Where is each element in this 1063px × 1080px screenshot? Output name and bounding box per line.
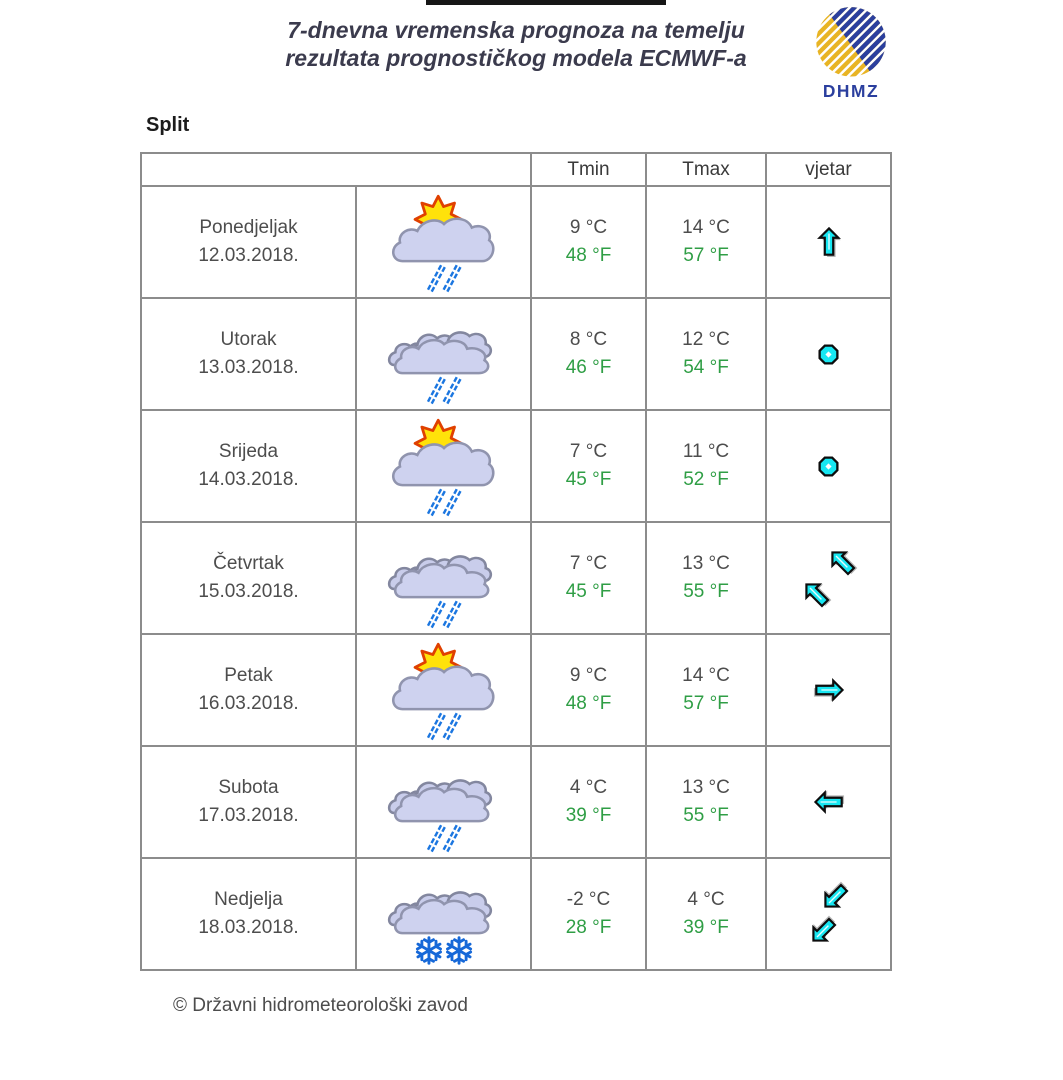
- dhmz-logo-text: DHMZ: [823, 81, 879, 100]
- header-cell-wind: vjetar: [765, 152, 892, 187]
- day-date: 17.03.2018.: [198, 805, 299, 826]
- tmin-celsius: 7 °C: [569, 441, 608, 462]
- wind-calm-icon: [818, 343, 839, 365]
- tmax-celsius: 14 °C: [682, 217, 730, 238]
- day-name: Četvrtak: [213, 553, 284, 574]
- wind-arrow-west-icon: [813, 789, 845, 813]
- page-title-line1: 7-dnevna vremenska prognoza na temelju: [287, 17, 745, 43]
- tmin-fahrenheit: 28 °F: [565, 917, 612, 938]
- table-row-friday: Petak 16.03.2018. 9 °C 48 °F 14 °C 57 °F: [140, 633, 892, 747]
- header-cell-tmin: Tmin: [530, 152, 647, 187]
- tmax-fahrenheit: 39 °F: [683, 917, 729, 938]
- tmax-celsius: 14 °C: [682, 665, 730, 686]
- header-row: Tmin Tmax vjetar: [140, 152, 892, 187]
- tmax-celsius: 12 °C: [682, 329, 730, 350]
- forecast-table: Tmin Tmax vjetar Ponedjeljak 12.03.2018.…: [140, 152, 892, 971]
- tmax-celsius: 13 °C: [682, 553, 730, 574]
- tmin-celsius: 9 °C: [569, 665, 608, 686]
- wind-arrow-north-icon: [818, 227, 842, 259]
- tmin-fahrenheit: 48 °F: [565, 245, 612, 266]
- tmax-fahrenheit: 52 °F: [683, 469, 729, 490]
- day-date: 18.03.2018.: [198, 917, 299, 938]
- tmax-fahrenheit: 55 °F: [683, 581, 729, 602]
- clouds-rain-icon: [386, 523, 502, 633]
- day-date: 15.03.2018.: [198, 581, 299, 602]
- header-cell-tmax: Tmax: [645, 152, 767, 187]
- sun-cloud-rain-icon: [391, 194, 495, 294]
- sun-cloud-rain-icon: [391, 418, 495, 518]
- dhmz-logo: DHMZ: [806, 4, 896, 101]
- clouds-rain-icon: [386, 299, 502, 409]
- day-date: 16.03.2018.: [198, 693, 299, 714]
- day-date: 12.03.2018.: [198, 245, 299, 266]
- tmax-celsius: 13 °C: [682, 777, 730, 798]
- clouds-rain-icon: [386, 747, 502, 857]
- tmin-fahrenheit: 39 °F: [565, 805, 612, 826]
- wind-arrow-northwest-icon: [798, 575, 836, 613]
- table-row-thursday: Četvrtak 15.03.2018. 7 °C 45 °F 13 °C 55 °…: [140, 521, 892, 635]
- day-name: Subota: [218, 777, 279, 798]
- table-row-monday: Ponedjeljak 12.03.2018. 9 °C 48 °F 14 °C 5…: [140, 185, 892, 299]
- day-name: Utorak: [220, 329, 277, 350]
- sun-cloud-rain-icon: [391, 642, 495, 742]
- day-date: 13.03.2018.: [198, 357, 299, 378]
- tmax-fahrenheit: 55 °F: [683, 805, 729, 826]
- cropped-browser-strip: [426, 0, 666, 5]
- day-date: 14.03.2018.: [198, 469, 299, 490]
- clouds-snow-icon: [386, 859, 502, 969]
- tmin-celsius: -2 °C: [566, 889, 611, 910]
- tmax-fahrenheit: 57 °F: [683, 245, 729, 266]
- table-row-wednesday: Srijeda 14.03.2018. 7 °C 45 °F 11 °C 52 °F: [140, 409, 892, 523]
- location-name: Split: [146, 114, 190, 136]
- tmin-fahrenheit: 46 °F: [565, 357, 612, 378]
- wind-arrow-east-icon: [812, 679, 844, 703]
- page-title-line2: rezultata prognostičkog modela ECMWF-a: [285, 45, 747, 71]
- table-row-tuesday: Utorak 13.03.2018. 8 °C 46 °F 12 °C 54 °F: [140, 297, 892, 411]
- day-name: Ponedjeljak: [199, 217, 298, 238]
- tmin-celsius: 4 °C: [569, 777, 608, 798]
- tmin-fahrenheit: 48 °F: [565, 693, 612, 714]
- tmax-celsius: 4 °C: [687, 889, 725, 910]
- tmin-fahrenheit: 45 °F: [565, 581, 612, 602]
- day-name: Petak: [224, 665, 273, 686]
- tmax-fahrenheit: 54 °F: [683, 357, 729, 378]
- tmin-celsius: 7 °C: [569, 553, 608, 574]
- table-row-saturday: Subota 17.03.2018. 4 °C 39 °F 13 °C 55 °F: [140, 745, 892, 859]
- wind-arrow-southwest-icon: [803, 910, 841, 949]
- tmin-celsius: 8 °C: [569, 329, 608, 350]
- day-name: Nedjelja: [214, 889, 283, 910]
- tmin-fahrenheit: 45 °F: [565, 469, 612, 490]
- day-name: Srijeda: [218, 441, 279, 462]
- table-row-sunday: Nedjelja 18.03.2018. -2 °C 28 °F 4 °C 39 °…: [140, 857, 892, 971]
- tmin-celsius: 9 °C: [569, 217, 608, 238]
- copyright-text: © Državni hidrometeorološki zavod: [173, 995, 468, 1016]
- header-cell-empty: [140, 152, 532, 187]
- wind-calm-icon: [818, 455, 839, 477]
- page-title: 7-dnevna vremenska prognoza na temelju r…: [196, 16, 836, 72]
- tmax-fahrenheit: 57 °F: [683, 693, 729, 714]
- tmax-celsius: 11 °C: [682, 441, 730, 462]
- dhmz-globe-icon: DHMZ: [816, 7, 886, 101]
